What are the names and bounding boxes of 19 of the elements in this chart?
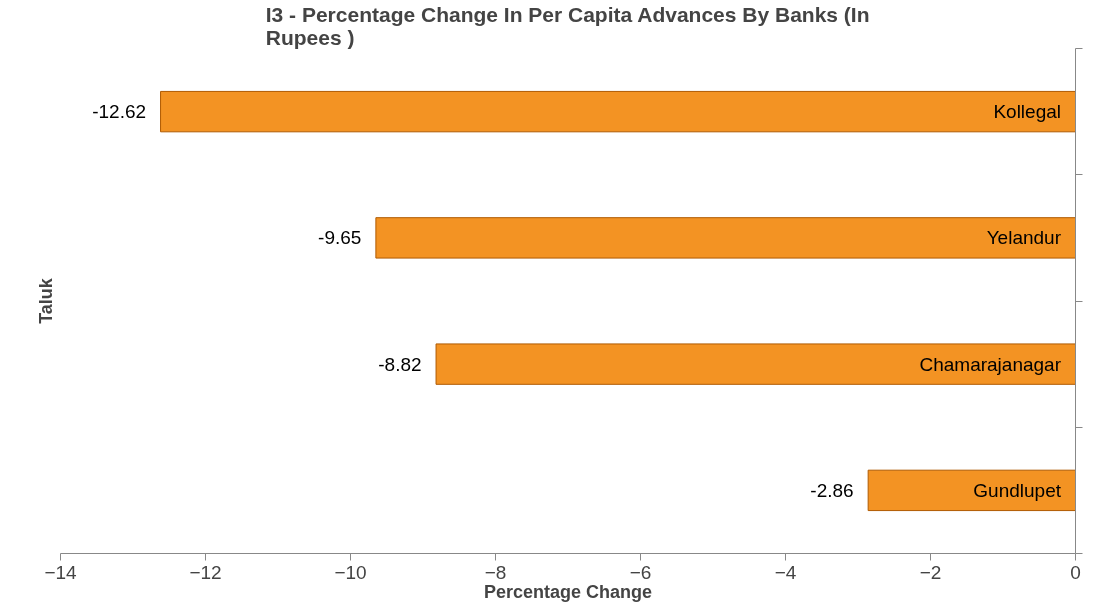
data-label: -8.82	[378, 353, 422, 375]
y-axis-title: Taluk	[35, 277, 56, 324]
chart-title: I3 - Percentage Change In Per Capita Advances By Banks (In Rupees )	[265, 2, 870, 49]
x-tick-label: 0	[1070, 561, 1081, 583]
x-axis-title: Percentage Change	[483, 581, 653, 602]
x-tick-label: −2	[919, 561, 942, 583]
y-tick-label: Chamarajanagar	[919, 353, 1062, 375]
data-label: -2.86	[810, 479, 854, 501]
y-tick-label: Gundlupet	[973, 479, 1062, 501]
x-tick-label: −6	[629, 561, 652, 583]
x-tick-label: −4	[774, 561, 797, 583]
data-label: -12.62	[92, 101, 147, 123]
x-tick-label: −8	[484, 561, 507, 583]
y-tick-label: Yelandur	[986, 227, 1062, 249]
data-label: -9.65	[318, 227, 362, 249]
x-tick-label: −12	[189, 561, 222, 583]
x-tick-label: −10	[334, 561, 367, 583]
x-tick-label: −14	[44, 561, 78, 583]
y-tick-label: Kollegal	[993, 101, 1062, 123]
